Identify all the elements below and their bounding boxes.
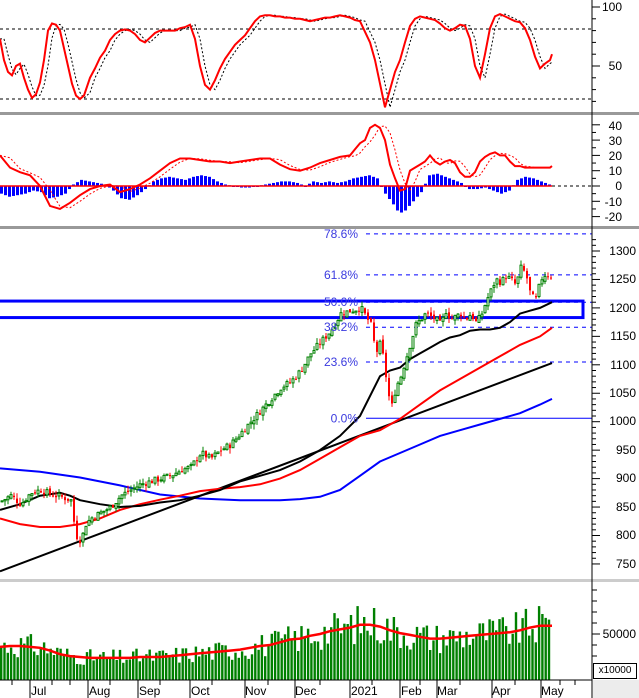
resistance-zone-rect[interactable]: [0, 299, 585, 320]
month-jul: Jul: [31, 684, 46, 698]
volume-panel: [0, 606, 552, 680]
month-sep: Sep: [139, 684, 161, 698]
fib-label: 38.2%: [324, 320, 358, 334]
fibonacci-labels: 78.6% 61.8% 50.0% 38.2% 23.6% 0.0%: [324, 227, 358, 425]
price-label: 950: [616, 443, 636, 457]
stoch-label-100: 100: [602, 0, 622, 14]
price-label: 1100: [610, 358, 636, 372]
month-oct: Oct: [191, 684, 210, 698]
trendline[interactable]: [0, 362, 553, 573]
volume-unit-label: x10000: [593, 663, 637, 679]
stoch-k-line: [0, 12, 553, 108]
price-label: 850: [616, 500, 636, 514]
macd-label: 20: [609, 149, 623, 163]
month-may: May: [541, 684, 564, 698]
y-axis: 100 50 40 30 20 10 0 -10 -20 1300 1250 1…: [591, 0, 637, 698]
candlesticks: [0, 260, 552, 548]
panel-separators: [0, 112, 639, 582]
ma-long-line: [0, 397, 553, 502]
macd-label: 0: [615, 179, 622, 193]
stochastic-panel: [0, 12, 592, 108]
macd-line: [0, 123, 553, 210]
stoch-label-50: 50: [609, 59, 623, 73]
month-feb: Feb: [401, 684, 422, 698]
fib-label: 50.0%: [324, 295, 358, 309]
ma-short-line: [0, 301, 553, 511]
macd-label: -20: [605, 210, 623, 224]
price-label: 1300: [609, 244, 636, 258]
month-aug: Aug: [89, 684, 110, 698]
macd-label: 40: [609, 119, 623, 133]
month-nov: Nov: [245, 684, 266, 698]
fib-label: 61.8%: [324, 268, 358, 282]
x-axis: Jul Aug Sep Oct Nov Dec 2021 Feb Mar Apr…: [0, 679, 592, 698]
macd-label: 10: [609, 164, 623, 178]
volume-bars: [0, 606, 551, 680]
price-panel: 78.6% 61.8% 50.0% 38.2% 23.6% 0.0%: [0, 227, 592, 573]
macd-label: -10: [605, 195, 623, 209]
price-label: 1050: [609, 386, 636, 400]
month-apr: Apr: [492, 684, 511, 698]
month-2021: 2021: [351, 684, 378, 698]
volume-label-50000: 50000: [603, 627, 637, 641]
fib-label: 0.0%: [331, 411, 359, 425]
price-label: 1200: [609, 301, 636, 315]
axis-corner: [593, 680, 639, 698]
volume-ma-line: [0, 623, 552, 660]
price-label: 1000: [609, 414, 636, 428]
price-label: 1250: [609, 272, 636, 286]
macd-panel: [0, 123, 592, 213]
price-label: 900: [616, 471, 636, 485]
macd-signal-line: [0, 125, 552, 209]
price-label: 1150: [610, 329, 636, 343]
price-label: 750: [616, 557, 636, 571]
fib-label: 23.6%: [324, 355, 358, 369]
fib-label: 78.6%: [324, 227, 358, 241]
price-label: 800: [616, 528, 636, 542]
stoch-d-line: [0, 13, 553, 108]
month-mar: Mar: [437, 684, 458, 698]
macd-label: 30: [609, 134, 623, 148]
month-dec: Dec: [295, 684, 316, 698]
